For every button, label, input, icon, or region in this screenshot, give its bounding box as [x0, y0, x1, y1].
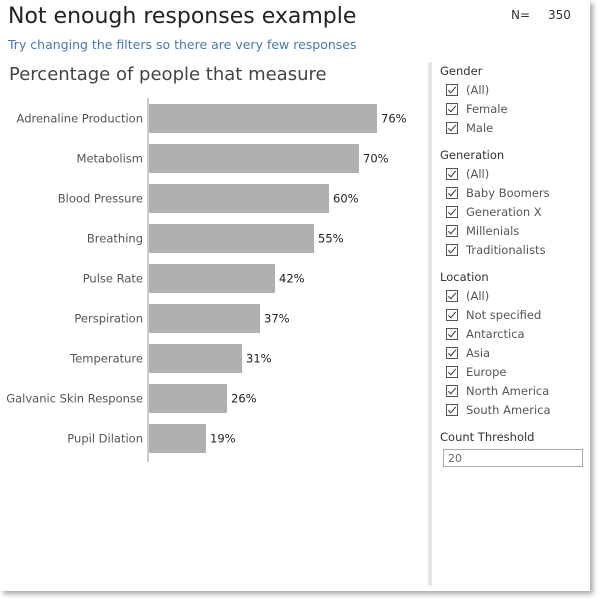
location-filter-title: Location: [440, 270, 489, 284]
data-label: 60%: [333, 192, 359, 206]
category-label: Metabolism: [77, 152, 143, 166]
location-option-label: Not specified: [466, 307, 542, 322]
location-filter-option[interactable]: Asia: [440, 343, 590, 362]
generation-filter-option[interactable]: Millenials: [440, 221, 590, 240]
bar[interactable]: [149, 304, 260, 333]
bar-chart: Adrenaline Production 76% Metabolism 70% Blo…: [6, 98, 407, 462]
gender-filter: Gender (All) Female Male: [440, 62, 590, 137]
checkbox-checked-icon[interactable]: [446, 327, 458, 340]
category-label: Perspiration: [74, 312, 143, 326]
data-label: 55%: [318, 232, 344, 246]
category-label: Galvanic Skin Response: [6, 392, 143, 406]
bar[interactable]: [149, 424, 206, 453]
location-option-label: North America: [466, 383, 550, 398]
bar[interactable]: [149, 104, 377, 133]
gender-filter-title: Gender: [440, 64, 483, 78]
category-label: Adrenaline Production: [17, 112, 143, 126]
data-label: 31%: [246, 352, 272, 366]
dashboard-subtitle: Try changing the filters so there are ve…: [8, 37, 357, 52]
checkbox-checked-icon[interactable]: [446, 308, 458, 321]
data-label: 26%: [231, 392, 257, 406]
checkbox-checked-icon[interactable]: [446, 102, 458, 115]
data-label: 37%: [264, 312, 290, 326]
location-option-label: Asia: [466, 345, 491, 360]
generation-filter-option[interactable]: Generation X: [440, 202, 590, 221]
checkbox-checked-icon[interactable]: [446, 167, 458, 180]
bar[interactable]: [149, 144, 359, 173]
generation-option-label: (All): [466, 166, 490, 181]
generation-filter-option[interactable]: Baby Boomers: [440, 183, 590, 202]
gender-option-label: (All): [466, 82, 490, 97]
generation-filter: Generation (All) Baby Boomers Generation X…: [440, 146, 590, 259]
checkbox-checked-icon[interactable]: [446, 365, 458, 378]
generation-filter-option[interactable]: Traditionalists: [440, 240, 590, 259]
bar[interactable]: [149, 264, 275, 293]
bar[interactable]: [149, 384, 227, 413]
location-filter-option[interactable]: North America: [440, 381, 590, 400]
checkbox-checked-icon[interactable]: [446, 346, 458, 359]
generation-option-label: Generation X: [466, 204, 542, 219]
location-option-label: South America: [466, 402, 551, 417]
category-label: Temperature: [69, 352, 143, 366]
checkbox-checked-icon[interactable]: [446, 121, 458, 134]
generation-option-label: Baby Boomers: [466, 185, 550, 200]
generation-filter-title: Generation: [440, 148, 505, 162]
filter-panel: Gender (All) Female Male Generation (All) B…: [440, 62, 590, 476]
data-label: 19%: [210, 432, 236, 446]
panel-divider: [428, 62, 432, 586]
category-label: Breathing: [87, 232, 143, 246]
checkbox-checked-icon[interactable]: [446, 83, 458, 96]
category-label: Pulse Rate: [83, 272, 143, 286]
bar[interactable]: [149, 344, 242, 373]
bar[interactable]: [149, 184, 329, 213]
location-option-label: Europe: [466, 364, 507, 379]
checkbox-checked-icon[interactable]: [446, 224, 458, 237]
threshold-title: Count Threshold: [440, 430, 535, 444]
location-filter-option[interactable]: Europe: [440, 362, 590, 381]
checkbox-checked-icon[interactable]: [446, 384, 458, 397]
checkbox-checked-icon[interactable]: [446, 243, 458, 256]
generation-option-label: Traditionalists: [466, 242, 546, 257]
location-filter-option[interactable]: South America: [440, 400, 590, 419]
checkbox-checked-icon[interactable]: [446, 205, 458, 218]
location-filter: Location (All) Not specified Antarctica Asi…: [440, 268, 590, 419]
gender-filter-option[interactable]: Male: [440, 118, 590, 137]
location-filter-option[interactable]: (All): [440, 286, 590, 305]
dashboard-title: Not enough responses example: [8, 4, 357, 29]
threshold-filter: Count Threshold: [440, 428, 590, 467]
generation-option-label: Millenials: [466, 223, 520, 238]
sample-size-label: N=: [511, 8, 531, 22]
location-filter-option[interactable]: Antarctica: [440, 324, 590, 343]
generation-filter-option[interactable]: (All): [440, 164, 590, 183]
checkbox-checked-icon[interactable]: [446, 186, 458, 199]
gender-filter-option[interactable]: Female: [440, 99, 590, 118]
location-option-label: Antarctica: [466, 326, 525, 341]
category-label: Blood Pressure: [58, 192, 143, 206]
dashboard-frame: Not enough responses example Try changin…: [0, 0, 590, 591]
threshold-input[interactable]: [443, 449, 583, 467]
checkbox-checked-icon[interactable]: [446, 403, 458, 416]
location-option-label: (All): [466, 288, 490, 303]
gender-option-label: Male: [466, 120, 494, 135]
data-label: 70%: [363, 152, 389, 166]
location-filter-option[interactable]: Not specified: [440, 305, 590, 324]
data-label: 42%: [279, 272, 305, 286]
bar[interactable]: [149, 224, 314, 253]
checkbox-checked-icon[interactable]: [446, 289, 458, 302]
gender-option-label: Female: [466, 101, 508, 116]
category-label: Pupil Dilation: [67, 432, 143, 446]
gender-filter-option[interactable]: (All): [440, 80, 590, 99]
chart-title: Percentage of people that measure: [9, 64, 327, 85]
sample-size-value: 350: [548, 8, 571, 22]
data-label: 76%: [381, 112, 407, 126]
